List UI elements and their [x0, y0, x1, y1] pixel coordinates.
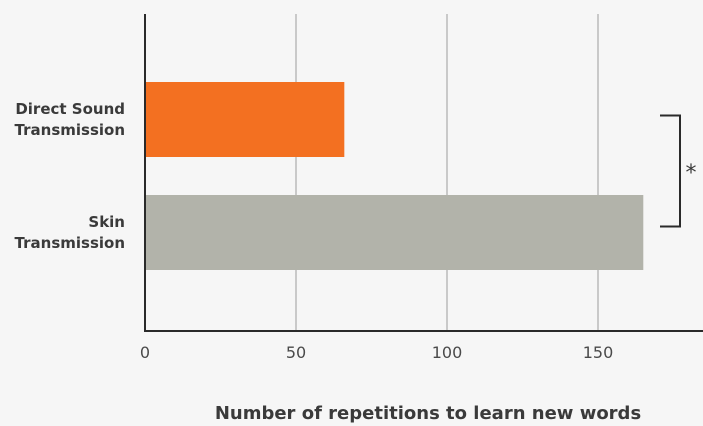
significance-star: * [686, 161, 697, 186]
x-tick-label-50: 50 [286, 343, 306, 362]
bar-skin [145, 195, 644, 270]
axes [144, 14, 703, 332]
category-label-0: Direct Sound Transmission [15, 100, 125, 139]
x-axis-title: Number of repetitions to learn new words [215, 403, 641, 424]
gridlines [295, 14, 599, 331]
significance-bracket-line [660, 114, 681, 228]
category-labels: Direct Sound Transmission Skin Transmission [15, 100, 125, 252]
x-tick-label-0: 0 [140, 343, 150, 362]
category-label-1: Skin Transmission [15, 213, 125, 252]
bars [145, 82, 644, 270]
x-tick-label-100: 100 [432, 343, 463, 362]
bar-direct-sound [145, 82, 345, 157]
x-tick-label-150: 150 [583, 343, 614, 362]
x-tick-labels: 0 50 100 150 [140, 343, 613, 362]
significance-bracket: * [660, 114, 697, 228]
